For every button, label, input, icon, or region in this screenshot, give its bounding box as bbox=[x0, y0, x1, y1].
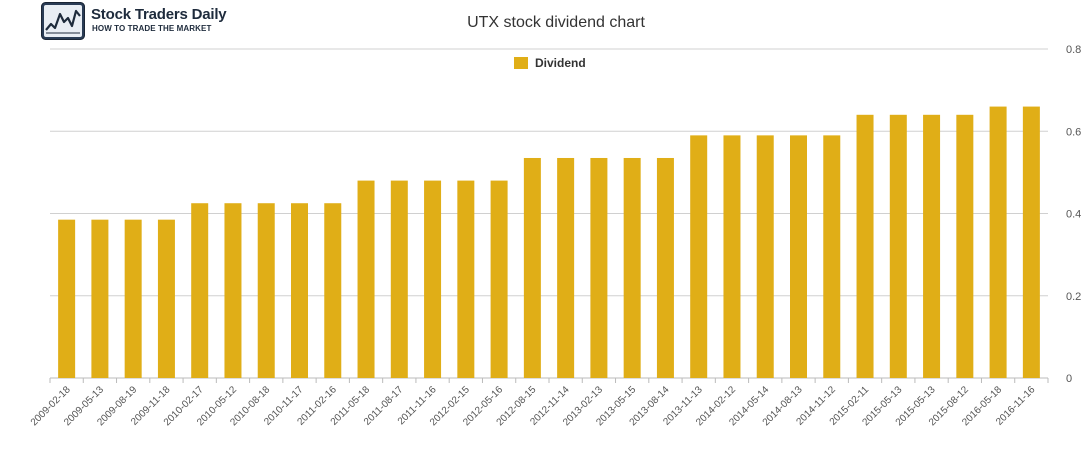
y-tick-label: 0.6 bbox=[1066, 126, 1081, 138]
bar bbox=[157, 219, 175, 378]
bar bbox=[923, 114, 941, 379]
y-tick-label: 0 bbox=[1066, 373, 1072, 385]
bar bbox=[557, 157, 575, 378]
bar bbox=[523, 157, 541, 378]
brand-tagline: HOW TO TRADE THE MARKET bbox=[92, 24, 212, 33]
bar bbox=[889, 114, 907, 379]
legend-label: Dividend bbox=[535, 56, 586, 70]
bar bbox=[91, 219, 109, 378]
bar bbox=[756, 135, 774, 378]
bar bbox=[224, 203, 242, 378]
y-tick-label: 0.2 bbox=[1066, 291, 1081, 303]
bar bbox=[989, 106, 1007, 378]
bar bbox=[58, 219, 76, 378]
bar bbox=[390, 180, 408, 378]
bar bbox=[856, 114, 874, 379]
bar bbox=[590, 157, 608, 378]
bar bbox=[490, 180, 508, 378]
y-tick-label: 0.8 bbox=[1066, 44, 1081, 56]
bar bbox=[623, 157, 641, 378]
stock-chart-logo-icon bbox=[41, 2, 85, 40]
bar bbox=[291, 203, 308, 378]
bar bbox=[656, 157, 674, 378]
bar bbox=[823, 135, 841, 378]
bar bbox=[457, 180, 475, 378]
legend-swatch bbox=[514, 57, 528, 69]
bars bbox=[58, 106, 1040, 379]
bar bbox=[324, 203, 342, 378]
bar bbox=[191, 203, 209, 378]
bar bbox=[790, 135, 807, 378]
chart-legend: Dividend bbox=[514, 56, 586, 70]
bar bbox=[1022, 106, 1040, 378]
bar bbox=[723, 135, 741, 378]
bar bbox=[424, 180, 442, 378]
bar bbox=[690, 135, 708, 378]
bar bbox=[956, 114, 974, 379]
brand-name: Stock Traders Daily bbox=[91, 6, 227, 23]
y-tick-label: 0.4 bbox=[1066, 209, 1081, 221]
bar bbox=[257, 203, 275, 378]
bar bbox=[357, 180, 375, 378]
chart-title: UTX stock dividend chart bbox=[467, 14, 645, 31]
bar bbox=[124, 219, 142, 378]
